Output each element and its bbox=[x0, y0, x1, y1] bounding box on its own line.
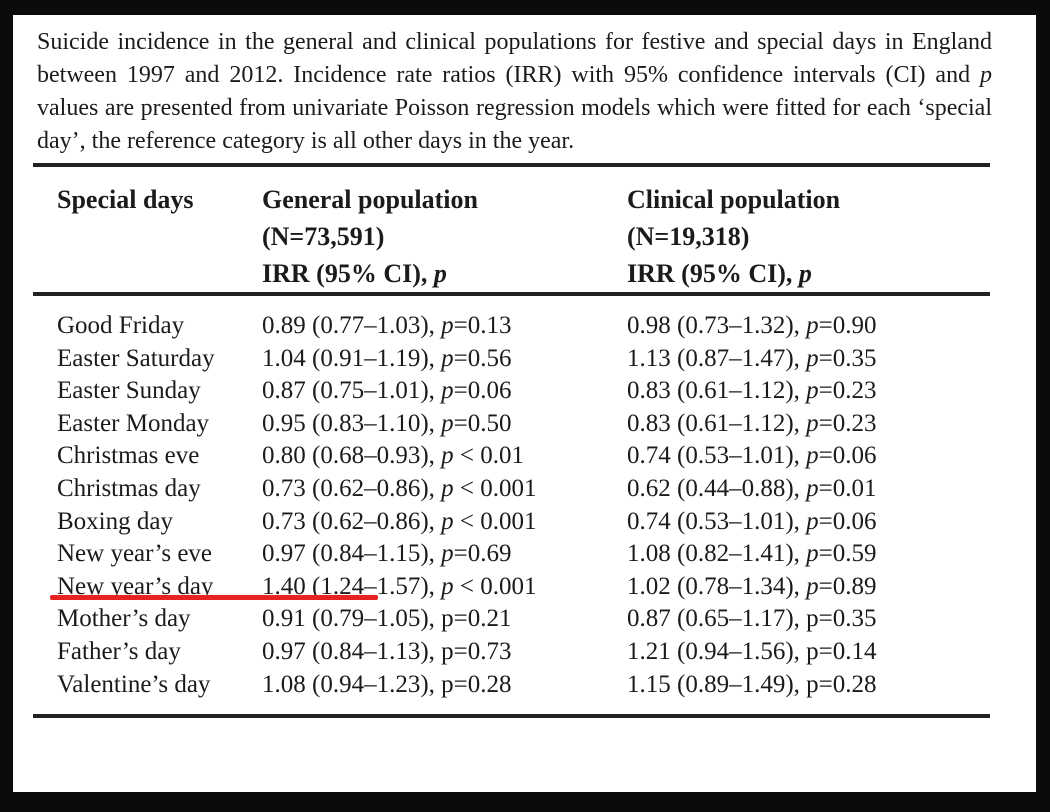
header-p-italic: p bbox=[433, 259, 447, 288]
table-row: Boxing day 0.73 (0.62–0.86), p < 0.001 0.7… bbox=[57, 506, 990, 539]
special-day-label: Good Friday bbox=[57, 312, 185, 339]
table-row: Easter Sunday 0.87 (0.75–1.01), p=0.06 0.8… bbox=[57, 375, 990, 408]
special-day-label: Valentine’s day bbox=[57, 670, 211, 698]
table-caption: Suicide incidence in the general and cli… bbox=[37, 26, 992, 158]
p-value-letter: p bbox=[806, 540, 819, 568]
general-irr-value: 0.95 (0.83–1.10), p=0.50 bbox=[262, 409, 512, 437]
table-row: Mother’s day 0.91 (0.79–1.05), p=0.21 0.87… bbox=[57, 603, 990, 636]
p-value-letter: p bbox=[441, 442, 454, 470]
p-value-letter: p bbox=[806, 605, 819, 633]
special-day-label: New year’s eve bbox=[57, 540, 213, 568]
general-irr-value: 0.87 (0.75–1.01), p=0.06 bbox=[262, 377, 512, 405]
general-irr-value: 0.73 (0.62–0.86), p < 0.001 bbox=[262, 507, 537, 535]
results-table: Special days General population (N=73,59… bbox=[33, 163, 990, 719]
clinical-irr-value: 1.15 (0.89–1.49), p=0.28 bbox=[627, 670, 877, 698]
table-row: Christmas eve 0.80 (0.68–0.93), p < 0.01 0… bbox=[57, 440, 990, 473]
table-row: Christmas day 0.73 (0.62–0.86), p < 0.001… bbox=[57, 473, 990, 506]
general-irr-value: 0.97 (0.84–1.13), p=0.73 bbox=[262, 637, 512, 665]
clinical-population-n: (N=19,318) bbox=[627, 222, 750, 251]
general-irr-value: 1.40 (1.24–1.57), p < 0.001 bbox=[262, 572, 537, 600]
special-day-label: Father’s day bbox=[57, 637, 181, 665]
p-value-letter: p bbox=[441, 572, 454, 600]
special-day-label: Christmas day bbox=[57, 474, 201, 502]
general-irr-value: 1.04 (0.91–1.19), p=0.56 bbox=[262, 344, 512, 372]
table-row: New year’s day 1.40 (1.24–1.57), p < 0.00… bbox=[50, 571, 990, 604]
clinical-irr-value: 0.98 (0.73–1.32), p=0.90 bbox=[627, 312, 877, 339]
clinical-population-title: Clinical population bbox=[627, 185, 841, 214]
general-irr-value: 1.08 (0.94–1.23), p=0.28 bbox=[262, 670, 512, 698]
table-header: Special days General population (N=73,59… bbox=[33, 167, 990, 292]
special-day-label: Easter Monday bbox=[57, 409, 210, 437]
p-value-letter: p bbox=[441, 409, 454, 437]
special-day-label: Christmas eve bbox=[57, 442, 200, 470]
p-value-letter: p bbox=[806, 474, 819, 502]
p-value-letter: p bbox=[806, 409, 819, 437]
table-row: Good Friday 0.89 (0.77–1.03), p=0.13 0.98 … bbox=[57, 310, 990, 343]
clinical-population-stat: IRR (95% CI), p bbox=[627, 259, 812, 288]
general-irr-value: 0.97 (0.84–1.15), p=0.69 bbox=[262, 540, 512, 568]
p-value-letter: p bbox=[806, 507, 819, 535]
table-rule-mid bbox=[33, 292, 990, 296]
table-row: Easter Saturday 1.04 (0.91–1.19), p=0.56 1… bbox=[57, 343, 990, 376]
p-value-letter: p bbox=[441, 637, 454, 665]
special-day-label: Mother’s day bbox=[57, 605, 191, 633]
red-underline-annotation bbox=[50, 595, 378, 601]
p-value-letter: p bbox=[806, 377, 819, 405]
header-p-italic: p bbox=[798, 259, 812, 288]
caption-p-italic: p bbox=[980, 62, 992, 88]
clinical-irr-value: 1.02 (0.78–1.34), p=0.89 bbox=[627, 572, 877, 600]
header-special-days-label: Special days bbox=[57, 185, 194, 214]
p-value-letter: p bbox=[441, 377, 454, 405]
special-day-label: New year’s day bbox=[50, 571, 378, 604]
p-value-letter: p bbox=[441, 344, 454, 372]
p-value-letter: p bbox=[441, 312, 454, 339]
p-value-letter: p bbox=[441, 507, 454, 535]
clinical-irr-value: 0.74 (0.53–1.01), p=0.06 bbox=[627, 507, 877, 535]
table-body: Good Friday 0.89 (0.77–1.03), p=0.13 0.98 … bbox=[33, 296, 990, 701]
general-population-title: General population bbox=[262, 185, 478, 214]
p-value-letter: p bbox=[806, 344, 819, 372]
table-row: Father’s day 0.97 (0.84–1.13), p=0.73 1.21… bbox=[57, 636, 990, 669]
column-header-special-days: Special days bbox=[57, 181, 262, 292]
column-header-clinical-population: Clinical population (N=19,318) IRR (95% … bbox=[627, 181, 990, 292]
clinical-irr-value: 0.83 (0.61–1.12), p=0.23 bbox=[627, 377, 877, 405]
table-row: New year’s eve 0.97 (0.84–1.15), p=0.69 1.… bbox=[57, 538, 990, 571]
general-irr-value: 0.73 (0.62–0.86), p < 0.001 bbox=[262, 474, 537, 502]
p-value-letter: p bbox=[441, 540, 454, 568]
general-population-stat: IRR (95% CI), p bbox=[262, 259, 447, 288]
p-value-letter: p bbox=[441, 605, 454, 633]
table-row: Valentine’s day 1.08 (0.94–1.23), p=0.28 1… bbox=[57, 669, 990, 702]
p-value-letter: p bbox=[806, 572, 819, 600]
p-value-letter: p bbox=[806, 312, 819, 339]
general-irr-value: 0.80 (0.68–0.93), p < 0.01 bbox=[262, 442, 525, 470]
p-value-letter: p bbox=[441, 670, 454, 698]
table-rule-bottom bbox=[33, 714, 990, 719]
general-irr-value: 0.91 (0.79–1.05), p=0.21 bbox=[262, 605, 512, 633]
caption-text-after: values are presented from univariate Poi… bbox=[37, 95, 992, 154]
clinical-irr-value: 0.74 (0.53–1.01), p=0.06 bbox=[627, 442, 877, 470]
caption-text-before: Suicide incidence in the general and cli… bbox=[37, 29, 992, 88]
table-row: Easter Monday 0.95 (0.83–1.10), p=0.50 0.8… bbox=[57, 408, 990, 441]
clinical-irr-value: 0.83 (0.61–1.12), p=0.23 bbox=[627, 409, 877, 437]
column-header-general-population: General population (N=73,591) IRR (95% C… bbox=[262, 181, 627, 292]
clinical-irr-value: 1.21 (0.94–1.56), p=0.14 bbox=[627, 637, 877, 665]
special-day-label: Boxing day bbox=[57, 507, 173, 535]
special-day-label: Easter Sunday bbox=[57, 377, 201, 405]
clinical-irr-value: 0.87 (0.65–1.17), p=0.35 bbox=[627, 605, 877, 633]
p-value-letter: p bbox=[806, 637, 819, 665]
general-irr-value: 0.89 (0.77–1.03), p=0.13 bbox=[262, 312, 512, 339]
special-day-label: Easter Saturday bbox=[57, 344, 215, 372]
p-value-letter: p bbox=[441, 474, 454, 502]
p-value-letter: p bbox=[806, 670, 819, 698]
general-population-n: (N=73,591) bbox=[262, 222, 385, 251]
table-rule-top bbox=[33, 163, 990, 167]
clinical-irr-value: 0.62 (0.44–0.88), p=0.01 bbox=[627, 474, 877, 502]
p-value-letter: p bbox=[806, 442, 819, 470]
clinical-irr-value: 1.08 (0.82–1.41), p=0.59 bbox=[627, 540, 877, 568]
paper-page: Suicide incidence in the general and cli… bbox=[13, 15, 1036, 792]
clinical-irr-value: 1.13 (0.87–1.47), p=0.35 bbox=[627, 344, 877, 372]
